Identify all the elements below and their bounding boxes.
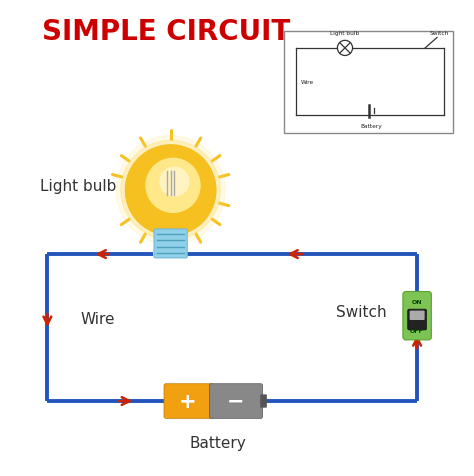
FancyBboxPatch shape bbox=[154, 229, 187, 258]
FancyBboxPatch shape bbox=[408, 309, 427, 330]
Circle shape bbox=[160, 168, 189, 197]
Text: Light bulb: Light bulb bbox=[330, 30, 360, 36]
FancyBboxPatch shape bbox=[403, 292, 431, 340]
Text: Switch: Switch bbox=[430, 30, 449, 36]
FancyBboxPatch shape bbox=[210, 384, 263, 418]
Bar bbox=[284, 32, 453, 134]
Circle shape bbox=[121, 141, 220, 240]
Text: Wire: Wire bbox=[301, 80, 314, 85]
Text: +: + bbox=[179, 391, 197, 411]
Text: SIMPLE CIRCUIT: SIMPLE CIRCUIT bbox=[42, 18, 290, 46]
FancyBboxPatch shape bbox=[260, 395, 267, 408]
Text: Switch: Switch bbox=[336, 305, 387, 320]
Text: Light bulb: Light bulb bbox=[40, 178, 116, 193]
FancyBboxPatch shape bbox=[164, 384, 213, 418]
Circle shape bbox=[126, 146, 216, 236]
Text: Battery: Battery bbox=[361, 124, 382, 129]
Text: OFF: OFF bbox=[410, 329, 424, 334]
Text: Battery: Battery bbox=[190, 436, 246, 450]
Circle shape bbox=[116, 136, 225, 245]
Circle shape bbox=[126, 146, 216, 236]
Text: Wire: Wire bbox=[81, 311, 115, 326]
Text: −: − bbox=[228, 391, 245, 411]
Text: ON: ON bbox=[412, 300, 422, 305]
Circle shape bbox=[146, 159, 200, 213]
FancyBboxPatch shape bbox=[410, 311, 425, 320]
